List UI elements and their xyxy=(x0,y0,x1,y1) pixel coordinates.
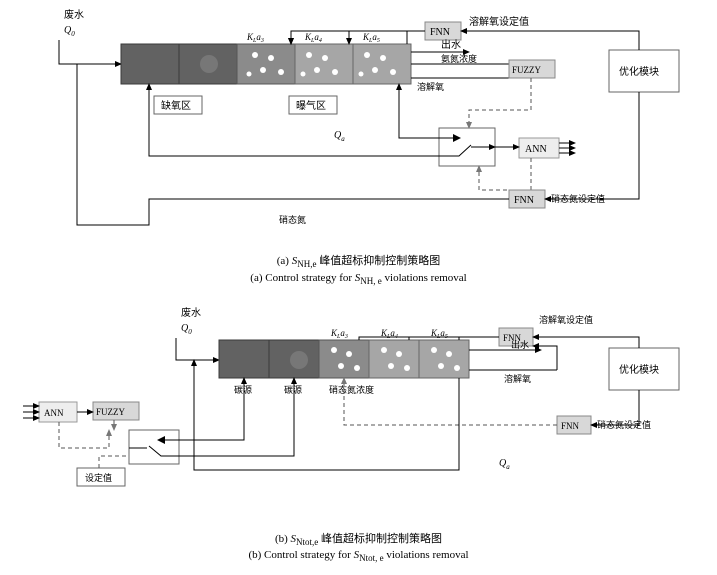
figure-a: 废水 Q0 KLa3 KLa4 KLa5 FNN 溶解氧设定值 出水 氨氮浓度 … xyxy=(9,0,709,250)
setv-label: 设定值 xyxy=(85,472,112,483)
no3-label: 硝态氮 xyxy=(279,214,306,225)
aerobic-label: 曝气区 xyxy=(296,99,326,112)
qa-label-b: Qa xyxy=(499,458,510,471)
ann-label-b: ANN xyxy=(44,408,64,418)
do-line xyxy=(411,64,509,78)
carbon1-label: 碳源 xyxy=(234,384,252,395)
nh4-label: 氨氮浓度 xyxy=(441,53,477,64)
switch-block-b xyxy=(129,430,179,464)
reactor-a xyxy=(121,44,411,84)
opt-label-b: 优化模块 xyxy=(619,363,659,376)
do-set-label: 溶解氧设定值 xyxy=(469,15,529,28)
wastewater-label: 废水 xyxy=(64,8,84,21)
do-set-label-b: 溶解氧设定值 xyxy=(539,314,593,325)
q0-label-b: Q0 xyxy=(181,323,192,336)
effluent-label: 出水 xyxy=(441,38,461,51)
fuzzy-label: FUZZY xyxy=(512,65,542,75)
kla5-label-b: KLa5 xyxy=(430,328,448,340)
carbon2-label: 碳源 xyxy=(284,384,302,395)
effluent-label-b: 出水 xyxy=(511,339,529,350)
influent-line-b xyxy=(176,338,219,360)
wastewater-label-b: 废水 xyxy=(181,306,201,319)
fnn2-label-b: FNN xyxy=(561,421,580,431)
fuzzy-label-b: FUZZY xyxy=(96,407,126,417)
anoxic-label: 缺氧区 xyxy=(161,99,191,112)
kla3-label-b: KLa3 xyxy=(330,328,348,340)
kla4-label: KLa4 xyxy=(304,32,322,44)
kla4-label-b: KLa4 xyxy=(380,328,398,340)
switch-tank-line xyxy=(399,84,439,138)
switch-block-a xyxy=(439,128,495,166)
do-label: 溶解氧 xyxy=(417,81,444,92)
fnn2-label: FNN xyxy=(514,195,534,206)
kla5-label: KLa5 xyxy=(362,32,380,44)
fuzzy-switch-line xyxy=(469,78,531,128)
influent-line xyxy=(59,40,121,64)
caption-a: (a) SNH,e 峰值超标抑制控制策略图 (a) Control strate… xyxy=(0,254,717,288)
no3-conc-label: 硝态氮浓度 xyxy=(329,384,374,395)
figure-b: 废水 Q0 KLa3 KLa4 KLa5 FNN 溶解氧设定值 出水 溶解氧 优… xyxy=(9,298,709,528)
q0-label: Q0 xyxy=(64,25,75,38)
ann-label: ANN xyxy=(525,144,547,155)
caption-b: (b) SNtot,e 峰值超标抑制控制策略图 (b) Control stra… xyxy=(0,532,717,566)
fnn1-label: FNN xyxy=(430,27,450,38)
qa-label: Qa xyxy=(334,130,345,143)
reactor-b xyxy=(219,340,469,378)
opt-label: 优化模块 xyxy=(619,65,659,78)
kla3-label: KLa3 xyxy=(246,32,264,44)
do-label-b: 溶解氧 xyxy=(504,373,531,384)
